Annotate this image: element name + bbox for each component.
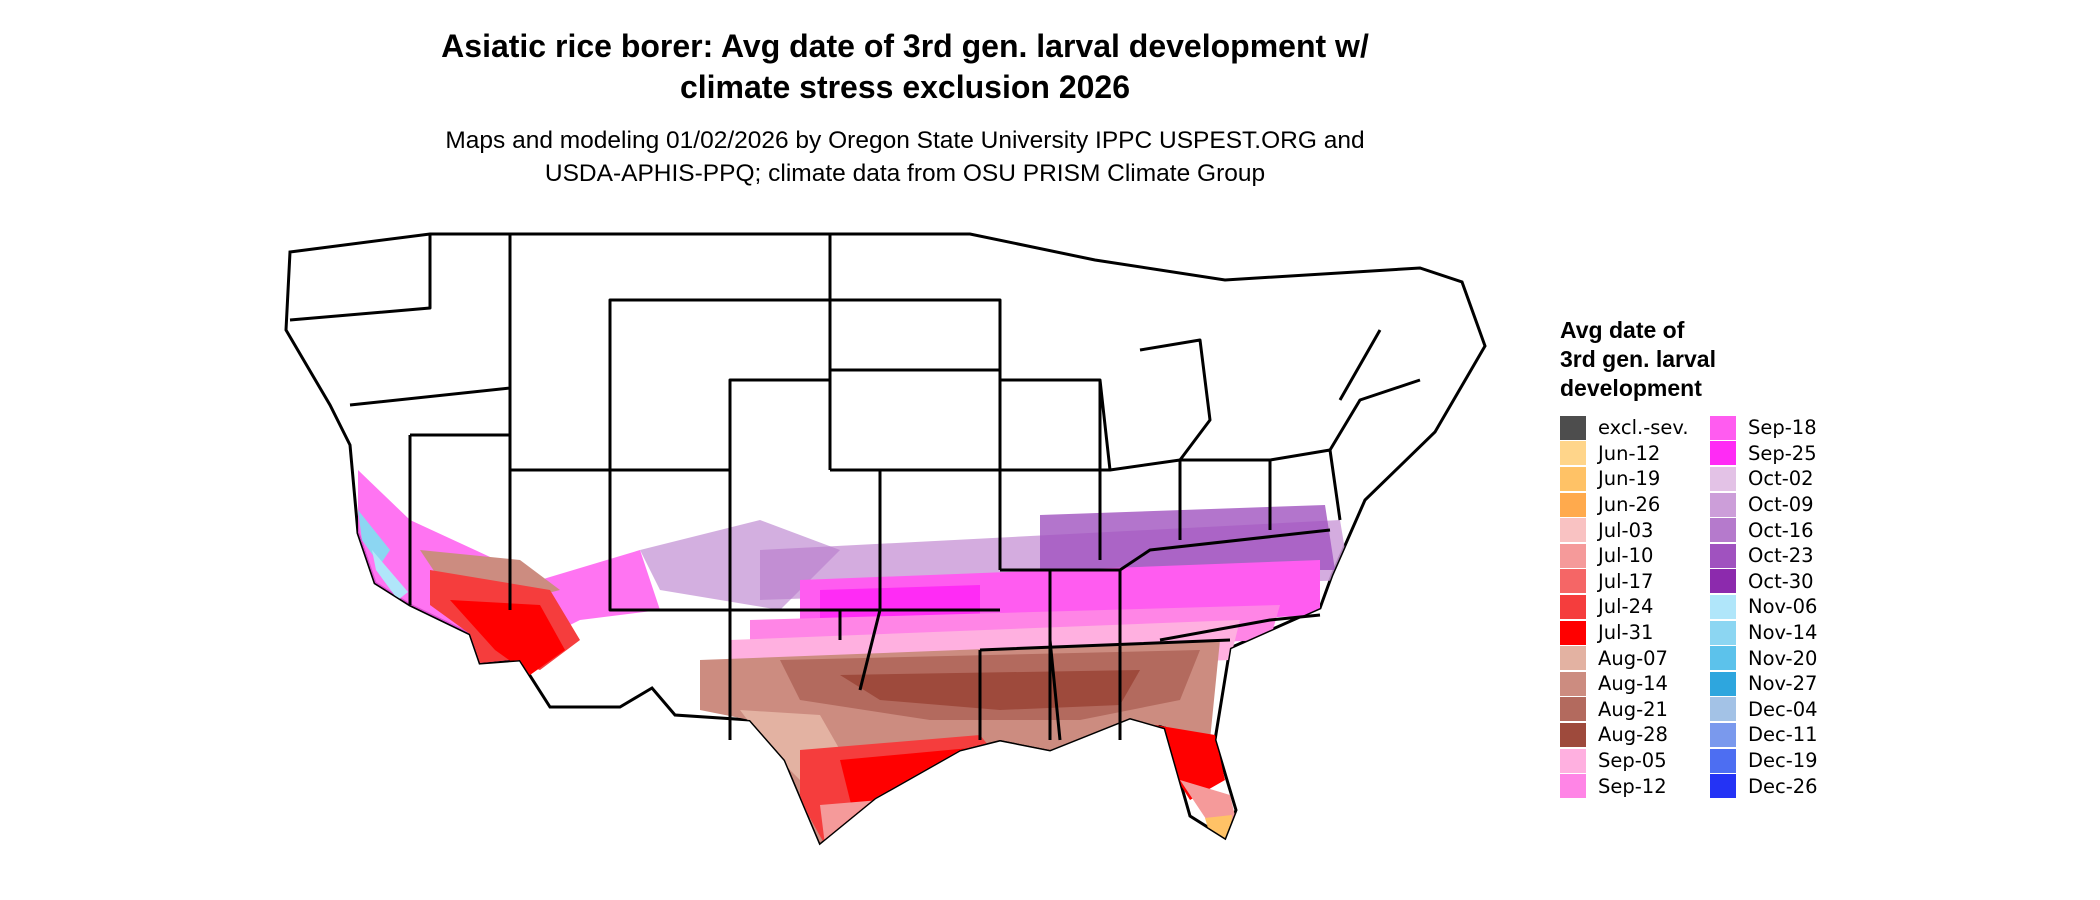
legend-label: Dec-04 [1748, 697, 1818, 721]
legend-label: Jun-26 [1598, 493, 1661, 517]
legend-swatch [1710, 518, 1736, 543]
legend-item: excl.-sev. [1560, 415, 1689, 441]
legend-item: Aug-07 [1560, 645, 1668, 671]
legend-label: Dec-11 [1748, 723, 1818, 747]
legend-item: Nov-20 [1710, 645, 1817, 671]
legend-item: Jun-12 [1560, 441, 1660, 467]
legend-swatch [1710, 543, 1736, 568]
legend-item: Oct-23 [1710, 543, 1814, 569]
legend-title: Avg date of 3rd gen. larval development [1560, 317, 1716, 401]
legend-item: Aug-14 [1560, 671, 1668, 697]
us-map [284, 232, 1487, 846]
legend-swatch [1560, 594, 1586, 619]
legend-label: Aug-28 [1598, 723, 1668, 747]
legend-item: Jul-03 [1560, 517, 1653, 543]
legend-swatch [1710, 722, 1736, 747]
legend-item: Oct-30 [1710, 569, 1814, 595]
legend-swatch [1710, 569, 1736, 594]
legend-item: Jul-17 [1560, 569, 1653, 595]
legend-label: Jul-17 [1598, 569, 1654, 593]
legend-label: excl.-sev. [1598, 416, 1689, 440]
legend-swatch [1710, 441, 1736, 466]
legend-item: Oct-09 [1710, 492, 1814, 518]
legend-item: Nov-14 [1710, 620, 1817, 646]
legend-label: Sep-05 [1598, 749, 1667, 773]
legend-label: Aug-14 [1598, 672, 1668, 696]
legend-item: Jun-19 [1560, 466, 1660, 492]
legend-swatch [1710, 697, 1736, 722]
legend-label: Aug-21 [1598, 697, 1668, 721]
legend-label: Oct-02 [1748, 467, 1814, 491]
legend-label: Dec-19 [1748, 749, 1818, 773]
map-title: Asiatic rice borer: Avg date of 3rd gen.… [441, 28, 1369, 105]
legend-item: Dec-04 [1710, 697, 1818, 723]
legend-label: Aug-07 [1598, 646, 1668, 670]
legend-items: excl.-sev. Jun-12 Jun-19 Jun-26 Jul-03 Jul-10… [1560, 415, 1820, 815]
legend-item: Oct-16 [1710, 517, 1814, 543]
legend-swatch [1710, 748, 1736, 773]
legend-label: Sep-18 [1748, 416, 1817, 440]
legend-label: Jun-12 [1598, 441, 1661, 465]
legend-item: Sep-05 [1560, 748, 1667, 774]
legend-label: Nov-06 [1748, 595, 1818, 619]
legend-label: Jul-03 [1598, 518, 1654, 542]
legend-item: Sep-25 [1710, 441, 1817, 467]
legend-label: Oct-30 [1748, 569, 1814, 593]
legend: Avg date of 3rd gen. larval development … [1560, 316, 1820, 815]
legend-swatch [1560, 543, 1586, 568]
legend-swatch [1560, 466, 1586, 491]
legend-label: Jul-24 [1598, 595, 1654, 619]
legend-swatch [1560, 620, 1586, 645]
legend-swatch [1560, 646, 1586, 671]
legend-label: Nov-27 [1748, 672, 1818, 696]
legend-item: Aug-28 [1560, 722, 1668, 748]
legend-swatch [1560, 671, 1586, 696]
legend-swatch [1710, 415, 1736, 440]
legend-swatch [1560, 569, 1586, 594]
legend-swatch [1560, 492, 1586, 517]
legend-item: Jul-31 [1560, 620, 1653, 646]
legend-item: Jul-10 [1560, 543, 1653, 569]
legend-swatch [1560, 748, 1586, 773]
legend-item: Oct-02 [1710, 466, 1814, 492]
legend-item: Sep-12 [1560, 773, 1667, 799]
legend-item: Jul-24 [1560, 594, 1653, 620]
legend-item: Aug-21 [1560, 697, 1668, 723]
legend-item: Dec-19 [1710, 748, 1818, 774]
legend-swatch [1710, 671, 1736, 696]
legend-label: Oct-09 [1748, 493, 1814, 517]
legend-label: Dec-26 [1748, 774, 1818, 798]
legend-swatch [1560, 722, 1586, 747]
state-borders [289, 234, 1421, 741]
map-subtitle: Maps and modeling 01/02/2026 by Oregon S… [445, 127, 1365, 187]
legend-label: Oct-23 [1748, 544, 1814, 568]
legend-item: Dec-11 [1710, 722, 1818, 748]
legend-swatch [1560, 441, 1586, 466]
legend-swatch [1710, 466, 1736, 491]
legend-swatch [1710, 492, 1736, 517]
legend-swatch [1710, 620, 1736, 645]
legend-item: Dec-26 [1710, 773, 1818, 799]
legend-swatch [1710, 646, 1736, 671]
legend-label: Jun-19 [1598, 467, 1661, 491]
legend-item: Nov-27 [1710, 671, 1817, 697]
legend-label: Oct-16 [1748, 518, 1814, 542]
legend-label: Nov-14 [1748, 621, 1818, 645]
legend-label: Sep-12 [1598, 774, 1667, 798]
legend-label: Sep-25 [1748, 441, 1817, 465]
legend-item: Sep-18 [1710, 415, 1817, 441]
legend-swatch [1560, 415, 1586, 440]
legend-item: Nov-06 [1710, 594, 1817, 620]
legend-item: Jun-26 [1560, 492, 1660, 518]
legend-label: Jul-31 [1598, 621, 1654, 645]
legend-swatch [1710, 774, 1736, 799]
legend-swatch [1560, 697, 1586, 722]
legend-swatch [1560, 518, 1586, 543]
legend-label: Jul-10 [1598, 544, 1654, 568]
legend-swatch [1710, 594, 1736, 619]
legend-label: Nov-20 [1748, 646, 1818, 670]
legend-swatch [1560, 774, 1586, 799]
